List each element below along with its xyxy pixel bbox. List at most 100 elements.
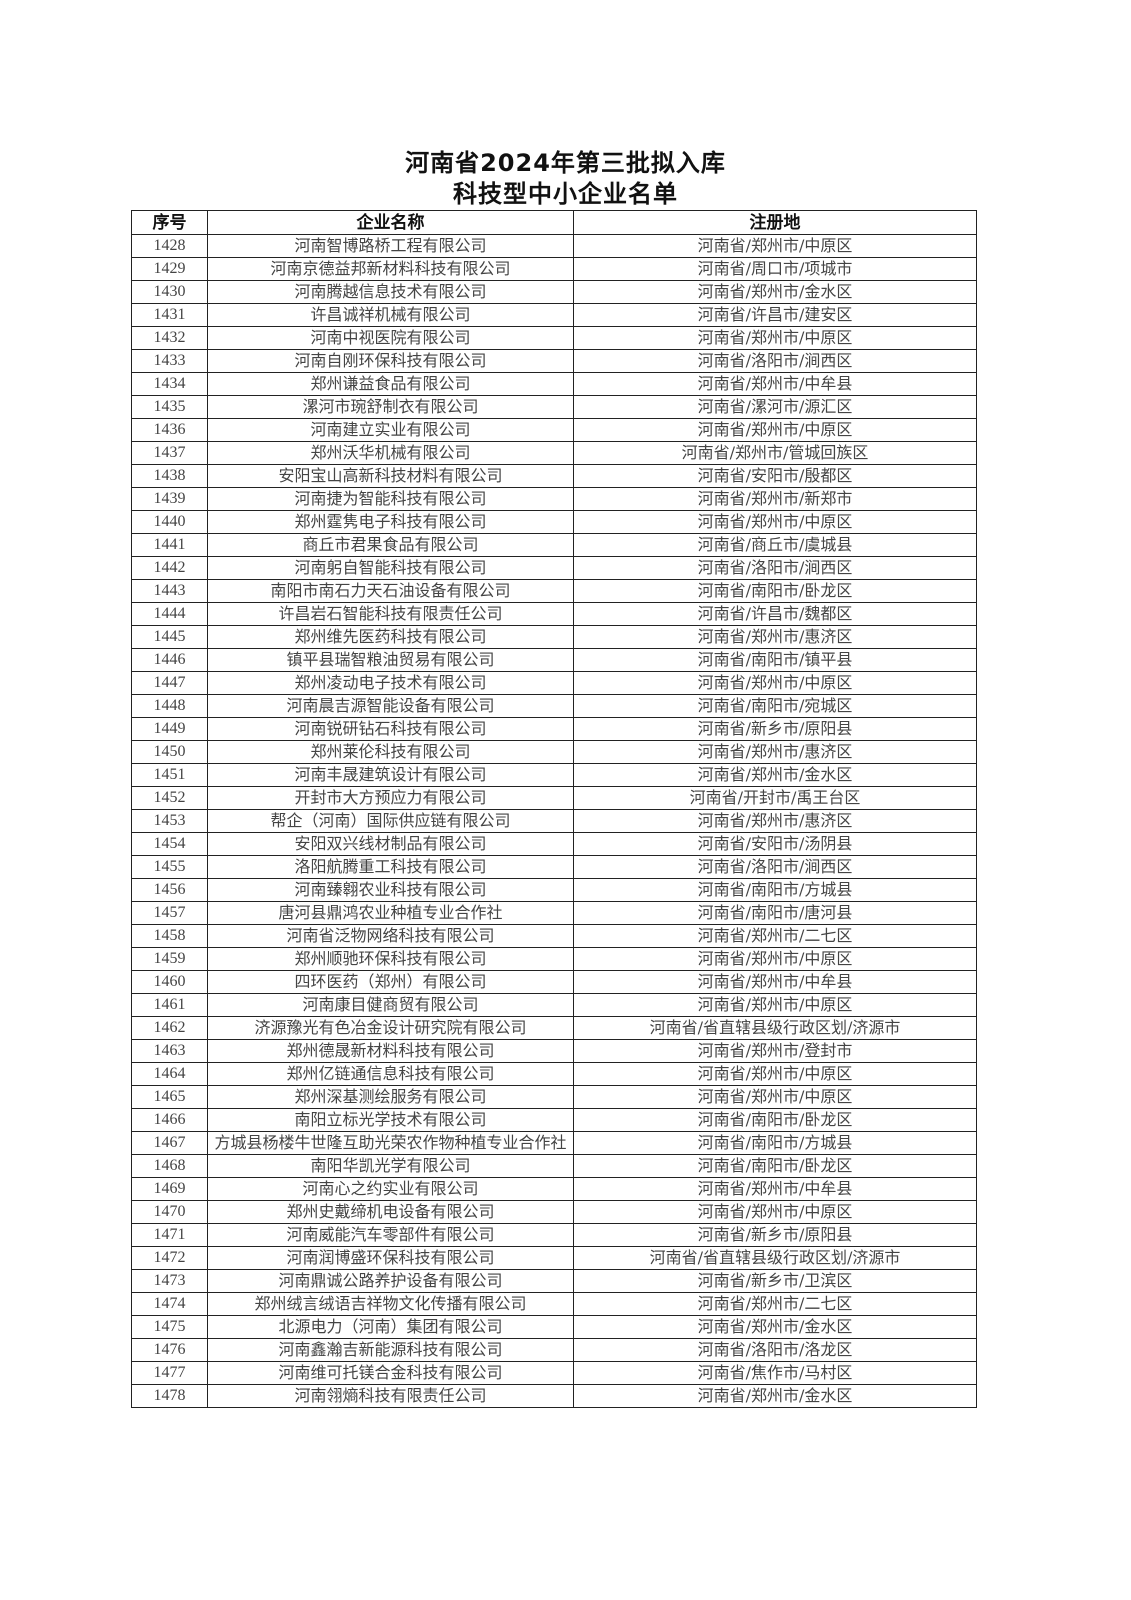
registered-location-cell: 河南省/郑州市/二七区 xyxy=(573,1292,977,1316)
registered-location-cell-text: 河南省/新乡市/卫滨区 xyxy=(697,1271,853,1290)
serial-number-cell-text: 1442 xyxy=(153,559,186,576)
serial-number-cell: 1428 xyxy=(131,234,208,258)
company-name-cell: 郑州凌动电子技术有限公司 xyxy=(207,671,574,695)
table-row: 1468 南阳华凯光学有限公司 河南省/南阳市/卧龙区 xyxy=(131,1154,977,1178)
registered-location-cell: 河南省/郑州市/中原区 xyxy=(573,993,977,1017)
registered-location-cell: 河南省/郑州市/中原区 xyxy=(573,947,977,971)
serial-number-cell-text: 1475 xyxy=(153,1318,186,1335)
serial-number-cell: 1474 xyxy=(131,1292,208,1316)
serial-number-cell: 1431 xyxy=(131,303,208,327)
company-name-cell: 郑州莱伦科技有限公司 xyxy=(207,740,574,764)
registered-location-cell-text: 河南省/南阳市/镇平县 xyxy=(697,650,853,669)
registered-location-cell: 河南省/南阳市/唐河县 xyxy=(573,901,977,925)
company-name-cell-text: 安阳双兴线材制品有限公司 xyxy=(294,834,487,853)
serial-number-cell-text: 1440 xyxy=(153,513,186,530)
company-name-cell-text: 河南中视医院有限公司 xyxy=(310,328,471,347)
registered-location-cell: 河南省/郑州市/惠济区 xyxy=(573,809,977,833)
table-row: 1472 河南润博盛环保科技有限公司 河南省/省直辖县级行政区划/济源市 xyxy=(131,1246,977,1270)
company-name-cell-text: 郑州维先医药科技有限公司 xyxy=(294,627,487,646)
company-name-cell: 洛阳航腾重工科技有限公司 xyxy=(207,855,574,879)
registered-location-cell-text: 河南省/郑州市/惠济区 xyxy=(697,811,853,830)
company-name-cell: 河南心之约实业有限公司 xyxy=(207,1177,574,1201)
company-name-cell: 帮企（河南）国际供应链有限公司 xyxy=(207,809,574,833)
serial-number-cell: 1455 xyxy=(131,855,208,879)
serial-number-cell-text: 1478 xyxy=(153,1387,186,1404)
company-name-cell-text: 河南臻翱农业科技有限公司 xyxy=(294,880,487,899)
registered-location-cell: 河南省/南阳市/卧龙区 xyxy=(573,1154,977,1178)
serial-number-cell: 1440 xyxy=(131,510,208,534)
registered-location-cell: 河南省/郑州市/金水区 xyxy=(573,1384,977,1408)
serial-number-cell-text: 1469 xyxy=(153,1180,186,1197)
company-name-cell-text: 河南丰晟建筑设计有限公司 xyxy=(294,765,487,784)
table-row: 1474 郑州绒言绒语吉祥物文化传播有限公司 河南省/郑州市/二七区 xyxy=(131,1292,977,1316)
registered-location-cell-text: 河南省/洛阳市/涧西区 xyxy=(697,351,853,370)
company-name-cell: 安阳宝山高新科技材料有限公司 xyxy=(207,464,574,488)
registered-location-cell: 河南省/郑州市/二七区 xyxy=(573,924,977,948)
table-row: 1430 河南腾越信息技术有限公司 河南省/郑州市/金水区 xyxy=(131,280,977,304)
table-row: 1475 北源电力（河南）集团有限公司 河南省/郑州市/金水区 xyxy=(131,1315,977,1339)
registered-location-cell: 河南省/新乡市/原阳县 xyxy=(573,1223,977,1247)
company-name-cell: 郑州亿链通信息科技有限公司 xyxy=(207,1062,574,1086)
company-name-cell: 河南鼎诚公路养护设备有限公司 xyxy=(207,1269,574,1293)
serial-number-cell: 1434 xyxy=(131,372,208,396)
column-header-registered-location: 注册地 xyxy=(573,210,977,235)
table-row: 1471 河南威能汽车零部件有限公司 河南省/新乡市/原阳县 xyxy=(131,1223,977,1247)
company-name-cell-text: 四环医药（郑州）有限公司 xyxy=(294,972,487,991)
serial-number-cell: 1442 xyxy=(131,556,208,580)
registered-location-cell-text: 河南省/郑州市/金水区 xyxy=(697,765,853,784)
table-row: 1463 郑州德晟新材料科技有限公司 河南省/郑州市/登封市 xyxy=(131,1039,977,1063)
serial-number-cell-text: 1473 xyxy=(153,1272,186,1289)
serial-number-cell-text: 1470 xyxy=(153,1203,186,1220)
registered-location-cell: 河南省/新乡市/原阳县 xyxy=(573,717,977,741)
company-name-cell: 郑州德晟新材料科技有限公司 xyxy=(207,1039,574,1063)
registered-location-cell: 河南省/南阳市/宛城区 xyxy=(573,694,977,718)
company-name-cell: 方城县杨楼牛世隆互助光荣农作物种植专业合作社 xyxy=(207,1131,574,1155)
serial-number-cell: 1444 xyxy=(131,602,208,626)
table-row: 1435 漯河市琬舒制衣有限公司 河南省/漯河市/源汇区 xyxy=(131,395,977,419)
serial-number-cell: 1467 xyxy=(131,1131,208,1155)
registered-location-cell-text: 河南省/郑州市/管城回族区 xyxy=(681,443,869,462)
company-name-cell: 河南躬自智能科技有限公司 xyxy=(207,556,574,580)
registered-location-cell: 河南省/洛阳市/涧西区 xyxy=(573,349,977,373)
company-name-cell-text: 河南捷为智能科技有限公司 xyxy=(294,489,487,508)
registered-location-cell: 河南省/安阳市/殷都区 xyxy=(573,464,977,488)
serial-number-cell: 1453 xyxy=(131,809,208,833)
registered-location-cell: 河南省/省直辖县级行政区划/济源市 xyxy=(573,1246,977,1270)
registered-location-cell: 河南省/郑州市/中原区 xyxy=(573,1200,977,1224)
registered-location-cell-text: 河南省/洛阳市/洛龙区 xyxy=(697,1340,853,1359)
company-name-cell: 南阳立标光学技术有限公司 xyxy=(207,1108,574,1132)
registered-location-cell: 河南省/郑州市/中原区 xyxy=(573,418,977,442)
table-row: 1444 许昌岩石智能科技有限责任公司 河南省/许昌市/魏都区 xyxy=(131,602,977,626)
company-name-cell: 许昌诚祥机械有限公司 xyxy=(207,303,574,327)
serial-number-cell: 1433 xyxy=(131,349,208,373)
company-name-cell-text: 许昌诚祥机械有限公司 xyxy=(310,305,471,324)
registered-location-cell-text: 河南省/郑州市/二七区 xyxy=(697,1294,853,1313)
registered-location-cell-text: 河南省/郑州市/登封市 xyxy=(697,1041,853,1060)
registered-location-cell-text: 河南省/南阳市/卧龙区 xyxy=(697,1110,853,1129)
table-row: 1451 河南丰晟建筑设计有限公司 河南省/郑州市/金水区 xyxy=(131,763,977,787)
table-row: 1477 河南维可托镁合金科技有限公司 河南省/焦作市/马村区 xyxy=(131,1361,977,1385)
serial-number-cell-text: 1468 xyxy=(153,1157,186,1174)
company-name-cell: 开封市大方预应力有限公司 xyxy=(207,786,574,810)
company-name-cell-text: 河南威能汽车零部件有限公司 xyxy=(286,1225,495,1244)
serial-number-cell: 1439 xyxy=(131,487,208,511)
serial-number-cell-text: 1450 xyxy=(153,743,186,760)
company-name-cell-text: 洛阳航腾重工科技有限公司 xyxy=(294,857,487,876)
table-row: 1467 方城县杨楼牛世隆互助光荣农作物种植专业合作社 河南省/南阳市/方城县 xyxy=(131,1131,977,1155)
registered-location-cell: 河南省/南阳市/卧龙区 xyxy=(573,579,977,603)
serial-number-cell: 1446 xyxy=(131,648,208,672)
company-name-cell: 济源豫光有色冶金设计研究院有限公司 xyxy=(207,1016,574,1040)
registered-location-cell-text: 河南省/许昌市/魏都区 xyxy=(697,604,853,623)
serial-number-cell: 1432 xyxy=(131,326,208,350)
serial-number-cell-text: 1428 xyxy=(153,237,186,254)
registered-location-cell-text: 河南省/南阳市/宛城区 xyxy=(697,696,853,715)
registered-location-cell-text: 河南省/郑州市/中原区 xyxy=(697,1202,853,1221)
registered-location-cell-text: 河南省/开封市/禹王台区 xyxy=(689,788,861,807)
registered-location-cell-text: 河南省/许昌市/建安区 xyxy=(697,305,853,324)
serial-number-cell-text: 1459 xyxy=(153,950,186,967)
registered-location-cell-text: 河南省/郑州市/金水区 xyxy=(697,1317,853,1336)
company-name-cell-text: 南阳华凯光学有限公司 xyxy=(310,1156,471,1175)
column-header-company-name: 企业名称 xyxy=(207,210,574,235)
serial-number-cell-text: 1474 xyxy=(153,1295,186,1312)
serial-number-cell-text: 1477 xyxy=(153,1364,186,1381)
